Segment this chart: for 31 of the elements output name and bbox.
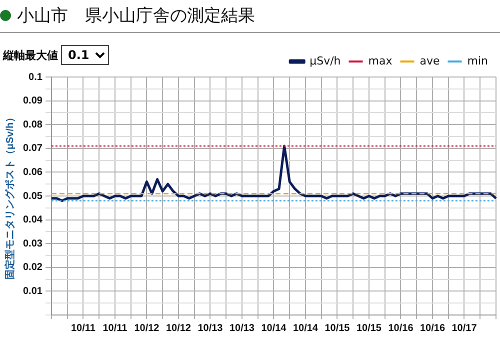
x-tick-label: 10/12 [134,322,160,334]
x-tick-label: 10/14 [261,322,287,334]
chart-title: 小山市 県小山庁舎の測定結果 [17,4,255,26]
y-tick-label: 0.01 [22,286,43,297]
y-tick-label: 0.06 [22,166,43,178]
y-tick-label: 0.04 [22,214,43,226]
x-tick-label: 10/11 [70,322,96,334]
legend-label: min [467,54,488,68]
y-tick-label: 0.09 [22,96,43,107]
y-tick-label: 0.02 [22,262,43,274]
legend-label: ave [420,54,440,68]
x-tick-label: 10/11 [102,322,128,334]
y-tick-label: 0.03 [22,238,43,250]
y-axis-title: 固定型モニタリングポスト（μSv/h） [4,112,16,280]
x-tick-label: 10/16 [388,322,414,334]
y-tick-label: 0.1 [28,72,43,83]
x-tick-label: 10/15 [356,322,382,334]
dropdown: 0.1 [61,45,109,65]
text: 縦軸最大値 [3,48,58,62]
legend-label: max [368,54,393,68]
x-tick-label: 10/15 [324,322,350,334]
x-tick-label: 10/17 [452,322,478,334]
x-tick-label: 10/14 [292,322,318,334]
y-tick-label: 0.08 [22,119,43,130]
x-tick-label: 10/12 [166,322,192,334]
y-tick-label: 0.05 [22,190,43,202]
y-tick-label: 0.07 [22,143,43,154]
x-tick-label: 10/16 [420,322,446,334]
x-tick-label: 10/13 [198,322,224,334]
x-tick-label: 10/13 [229,322,255,334]
legend-label: μSv/h [310,54,341,68]
